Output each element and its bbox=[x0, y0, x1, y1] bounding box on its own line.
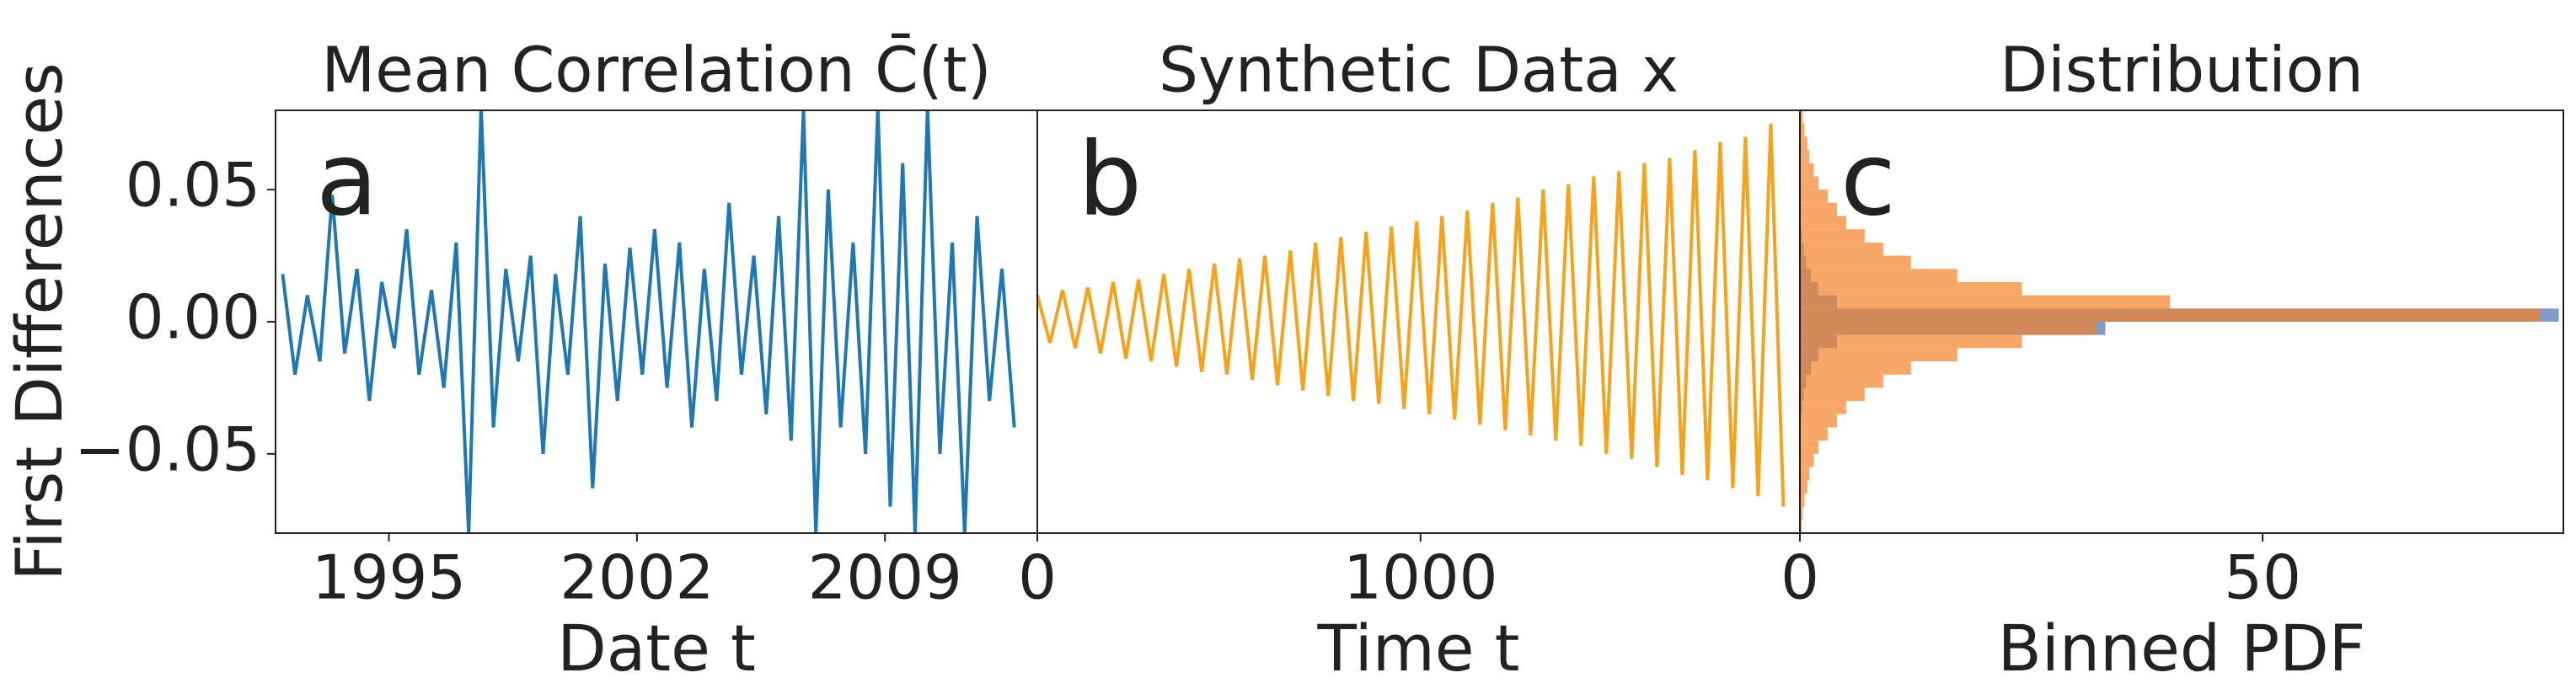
x-axis-label: Time t bbox=[1317, 611, 1520, 686]
hist-bar bbox=[1800, 414, 1837, 428]
x-tick-label: 1000 bbox=[1343, 542, 1497, 613]
x-tick-label: 2009 bbox=[808, 542, 962, 613]
hist-bar bbox=[1800, 493, 1805, 507]
panel-letter: b bbox=[1078, 122, 1142, 239]
hist-bar bbox=[1800, 361, 1911, 375]
y-axis-label: First Differences bbox=[2, 62, 77, 581]
panel-letter: c bbox=[1840, 122, 1896, 239]
hist-bar bbox=[1800, 295, 2171, 309]
x-tick-label: 50 bbox=[2224, 542, 2301, 613]
axes-frame bbox=[1036, 109, 1801, 534]
x-axis-label: Date t bbox=[557, 611, 756, 686]
hist-bar bbox=[1800, 348, 1957, 362]
plot-area bbox=[1037, 123, 1786, 507]
hist-bar bbox=[1800, 229, 1865, 243]
hist-bar bbox=[1800, 190, 1828, 203]
plot-area bbox=[281, 110, 1016, 533]
hist-bar bbox=[1800, 387, 1865, 402]
plot-area bbox=[1800, 110, 2559, 533]
hist-bar bbox=[1800, 308, 2541, 322]
x-tick-label: 2002 bbox=[560, 542, 714, 613]
hist-bar bbox=[1800, 202, 1837, 216]
hist-bar bbox=[1800, 467, 1809, 481]
hist-bar bbox=[1800, 216, 1846, 230]
hist-bar bbox=[1800, 506, 1803, 520]
hist-bar bbox=[1800, 520, 1802, 533]
hist-bar bbox=[1800, 401, 1846, 414]
hist-bar bbox=[1800, 334, 2022, 349]
hist-bar bbox=[1800, 440, 1818, 454]
hist-bar bbox=[1800, 123, 1805, 137]
hist-bar bbox=[1800, 281, 2022, 296]
hist-bar bbox=[1800, 480, 1807, 494]
y-tick-label: −0.05 bbox=[74, 414, 260, 484]
hist-bar bbox=[1800, 269, 1957, 282]
hist-bar bbox=[1800, 374, 1883, 388]
x-tick-label: 1995 bbox=[312, 542, 466, 613]
data-line bbox=[1037, 123, 1786, 507]
hist-bar bbox=[1800, 427, 1828, 441]
hist-bar bbox=[1800, 242, 1883, 256]
hist-bar bbox=[1800, 150, 1809, 163]
x-tick-label: 0 bbox=[1781, 542, 1819, 613]
x-tick-label: 0 bbox=[1018, 542, 1057, 613]
hist-bar bbox=[1800, 163, 1814, 177]
x-axis-label: Binned PDF bbox=[1998, 611, 2366, 686]
panel-title: Synthetic Data x bbox=[1159, 35, 1679, 107]
panel-letter: a bbox=[316, 122, 378, 239]
panel-title: Distribution bbox=[2000, 35, 2364, 107]
hist-bar bbox=[1800, 176, 1818, 190]
hist-bar bbox=[1800, 453, 1814, 467]
hist-bar bbox=[1800, 322, 2097, 335]
hist-bar bbox=[1800, 110, 1803, 124]
data-line bbox=[281, 110, 1016, 533]
axes-frame bbox=[1799, 109, 2564, 534]
panel-title: Mean Correlation C̄(t) bbox=[321, 33, 991, 106]
hist-bar bbox=[1800, 136, 1807, 151]
hist-bar bbox=[1800, 255, 1911, 270]
y-tick-label: 0.05 bbox=[126, 150, 260, 221]
y-tick-label: 0.00 bbox=[126, 282, 260, 353]
